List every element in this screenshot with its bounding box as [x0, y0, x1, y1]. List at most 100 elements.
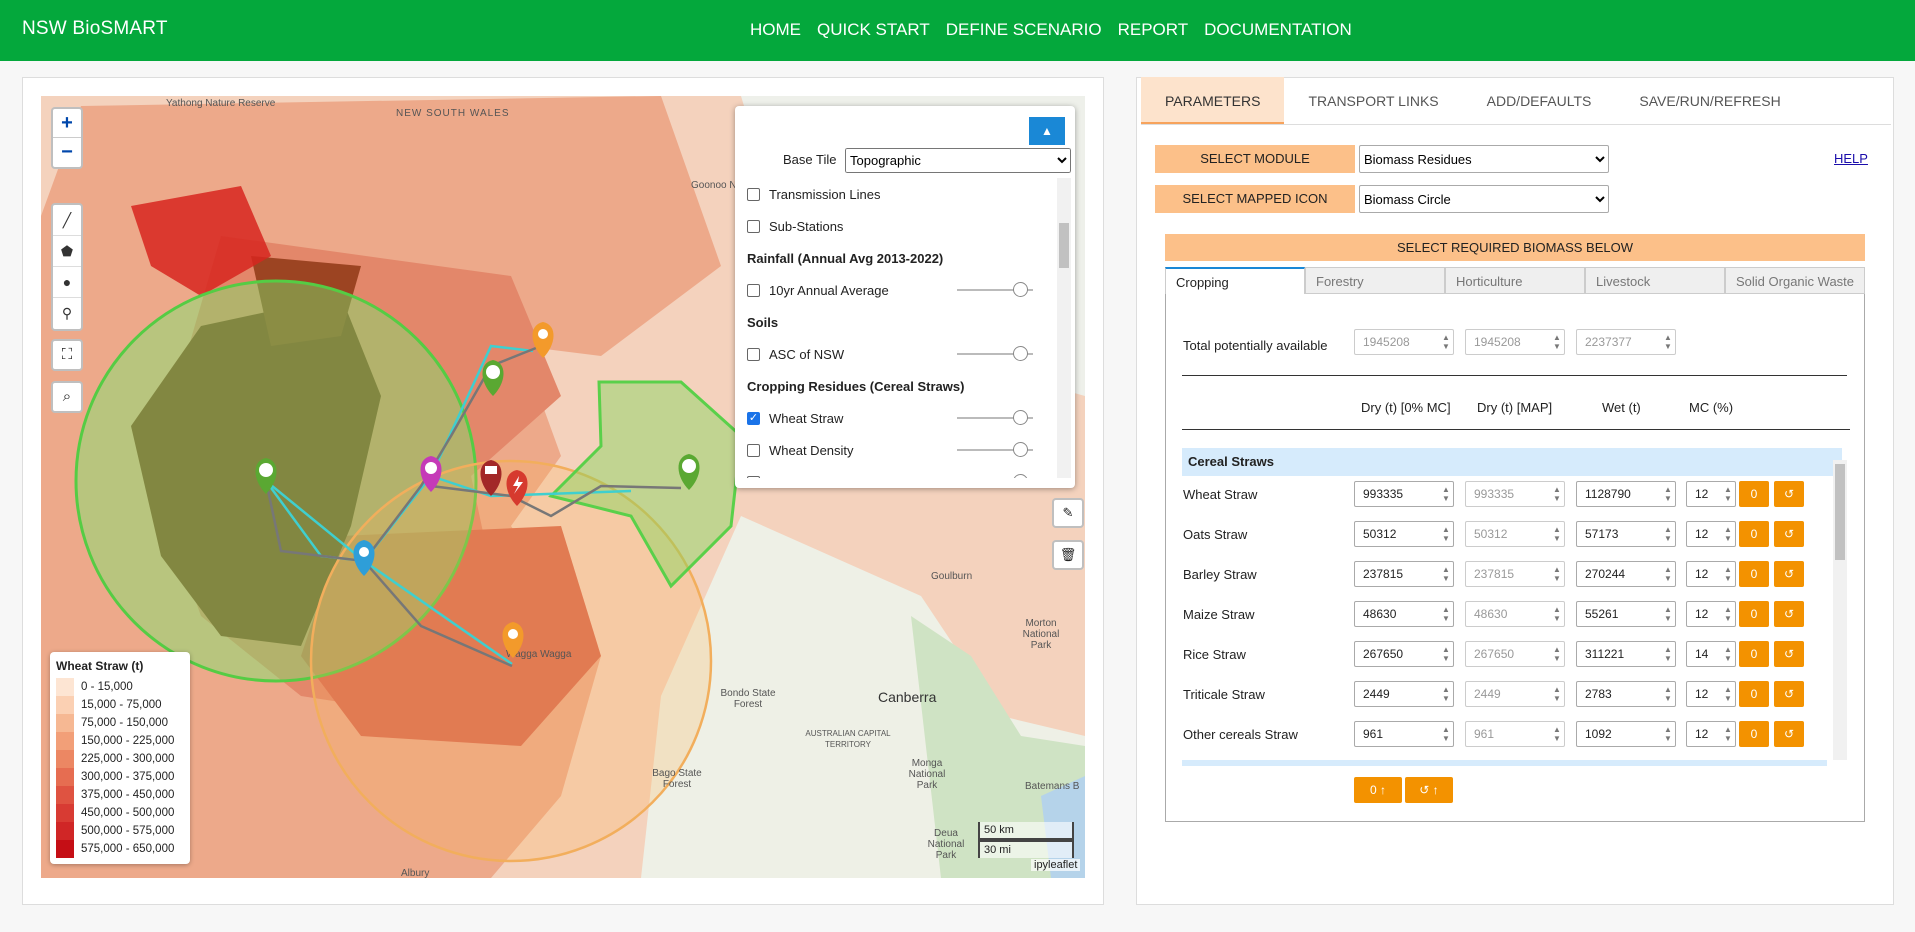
tab-save-run-refresh[interactable]: SAVE/RUN/REFRESH — [1639, 93, 1781, 109]
reset-button[interactable]: ↺ — [1774, 641, 1804, 667]
reset-button[interactable]: ↺ — [1774, 601, 1804, 627]
mc-input[interactable]: 12 ▲ ▼ — [1686, 521, 1736, 547]
layer-checkbox[interactable]: ✓ — [747, 411, 760, 425]
collapse-layers-button[interactable]: ▲ — [1029, 117, 1065, 145]
reset-button[interactable]: ↺ — [1774, 481, 1804, 507]
wet-input[interactable]: 1092 ▲ ▼ — [1576, 721, 1676, 747]
layer-checkbox[interactable] — [747, 187, 760, 201]
dry-map-input[interactable]: 50312 ▲ ▼ — [1465, 521, 1565, 547]
dry-map-input[interactable]: 48630 ▲ ▼ — [1465, 601, 1565, 627]
dry-map-input[interactable]: 2449 ▲ ▼ — [1465, 681, 1565, 707]
layer-checkbox[interactable] — [747, 283, 760, 297]
tab-horticulture[interactable]: Horticulture — [1445, 267, 1585, 294]
app-title: NSW BioSMART — [22, 18, 168, 39]
map-view[interactable]: Yathong Nature Reserve NEW SOUTH WALES G… — [41, 96, 1085, 878]
layer-checkbox[interactable] — [747, 443, 760, 457]
dry-map-input[interactable]: 993335 ▲ ▼ — [1465, 481, 1565, 507]
reset-button[interactable]: ↺ — [1774, 681, 1804, 707]
tab-livestock[interactable]: Livestock — [1585, 267, 1725, 294]
dry-input[interactable]: 48630 ▲ ▼ — [1354, 601, 1454, 627]
header-divider — [1182, 429, 1850, 430]
zoom-in-button[interactable]: + — [53, 109, 81, 138]
mc-input[interactable]: 12 ▲ ▼ — [1686, 601, 1736, 627]
zero-button[interactable]: 0 — [1739, 641, 1769, 667]
mc-input[interactable]: 12 ▲ ▼ — [1686, 681, 1736, 707]
nav-quick-start[interactable]: QUICK START — [817, 20, 930, 39]
nav-documentation[interactable]: DOCUMENTATION — [1204, 20, 1352, 39]
nav-report[interactable]: REPORT — [1117, 20, 1189, 39]
legend-swatch — [56, 696, 74, 714]
total-dry-map-field[interactable]: 1945208 ▲ ▼ — [1465, 329, 1565, 355]
tab-solid-organic-waste[interactable]: Solid Organic Waste — [1725, 267, 1865, 294]
dry-map-input[interactable]: 237815 ▲ ▼ — [1465, 561, 1565, 587]
zero-button[interactable]: 0 — [1739, 601, 1769, 627]
reset-all-button[interactable]: ↺ ↑ — [1405, 777, 1453, 803]
tab-transport-links[interactable]: TRANSPORT LINKS — [1308, 93, 1439, 109]
zero-button[interactable]: 0 — [1739, 681, 1769, 707]
help-link[interactable]: HELP — [1834, 151, 1868, 166]
delete-layers-icon[interactable]: 🗑 — [1052, 540, 1084, 570]
reset-button[interactable]: ↺ — [1774, 521, 1804, 547]
tab-forestry[interactable]: Forestry — [1305, 267, 1445, 294]
search-icon[interactable]: ⌕ — [51, 381, 83, 413]
mc-input[interactable]: 14 ▲ ▼ — [1686, 641, 1736, 667]
nav-define-scenario[interactable]: DEFINE SCENARIO — [945, 20, 1102, 39]
tab-parameters[interactable]: PARAMETERS — [1141, 77, 1285, 125]
select-module-dropdown[interactable]: Biomass Residues — [1359, 145, 1609, 173]
reset-button[interactable]: ↺ — [1774, 721, 1804, 747]
layer-checkbox[interactable] — [747, 219, 760, 233]
dry-input[interactable]: 50312 ▲ ▼ — [1354, 521, 1454, 547]
table-hscroll[interactable] — [1182, 760, 1827, 766]
dry-input[interactable]: 237815 ▲ ▼ — [1354, 561, 1454, 587]
wet-input[interactable]: 55261 ▲ ▼ — [1576, 601, 1676, 627]
row-name: Oats Straw — [1183, 527, 1248, 542]
wet-input[interactable]: 57173 ▲ ▼ — [1576, 521, 1676, 547]
legend-swatch — [56, 750, 74, 768]
tab-add-defaults[interactable]: ADD/DEFAULTS — [1486, 93, 1592, 109]
layer-opacity-slider[interactable] — [957, 410, 1033, 425]
zero-button[interactable]: 0 — [1739, 561, 1769, 587]
zero-button[interactable]: 0 — [1739, 521, 1769, 547]
apply-zero-all-button[interactable]: 0 ↑ — [1354, 777, 1402, 803]
layer-checkbox[interactable] — [747, 347, 760, 361]
layer-opacity-slider[interactable] — [957, 282, 1033, 297]
zoom-out-button[interactable]: − — [61, 141, 73, 163]
dry-input[interactable]: 993335 ▲ ▼ — [1354, 481, 1454, 507]
draw-line-icon[interactable]: ╱ — [53, 205, 81, 236]
layer-list-scrollbar[interactable] — [1057, 178, 1071, 478]
mc-input[interactable]: 12 ▲ ▼ — [1686, 561, 1736, 587]
nav-home[interactable]: HOME — [750, 20, 801, 39]
fullscreen-icon[interactable]: ⛶ — [51, 339, 83, 371]
draw-polygon-icon[interactable]: ⬟ — [53, 236, 81, 267]
zero-button[interactable]: 0 — [1739, 481, 1769, 507]
tab-cropping[interactable]: Cropping — [1165, 267, 1305, 294]
mc-input[interactable]: 12 ▲ ▼ — [1686, 721, 1736, 747]
mc-input[interactable]: 12 ▲ ▼ — [1686, 481, 1736, 507]
table-scrollbar[interactable] — [1833, 460, 1847, 760]
dry-map-input[interactable]: 961 ▲ ▼ — [1465, 721, 1565, 747]
map-attribution[interactable]: ipyleaflet — [1031, 859, 1081, 871]
base-tile-select[interactable]: Topographic — [845, 148, 1071, 173]
select-icon-dropdown[interactable]: Biomass Circle — [1359, 185, 1609, 213]
dry-map-input[interactable]: 267650 ▲ ▼ — [1465, 641, 1565, 667]
dry-input[interactable]: 267650 ▲ ▼ — [1354, 641, 1454, 667]
zero-button[interactable]: 0 — [1739, 721, 1769, 747]
wet-input[interactable]: 311221 ▲ ▼ — [1576, 641, 1676, 667]
wet-input[interactable]: 2783 ▲ ▼ — [1576, 681, 1676, 707]
wet-input[interactable]: 1128790 ▲ ▼ — [1576, 481, 1676, 507]
layer-opacity-slider[interactable] — [957, 346, 1033, 361]
draw-circle-icon[interactable]: ● — [53, 267, 81, 298]
edit-layers-icon[interactable]: ✎ — [1052, 498, 1084, 528]
dry-input[interactable]: 2449 ▲ ▼ — [1354, 681, 1454, 707]
total-dry-field[interactable]: 1945208 ▲ ▼ — [1354, 329, 1454, 355]
draw-marker-icon[interactable]: ⚲ — [61, 305, 73, 321]
wet-input[interactable]: 270244 ▲ ▼ — [1576, 561, 1676, 587]
label-morton: Morton National Park — [1022, 618, 1060, 651]
layer-checkbox[interactable] — [747, 475, 760, 478]
label-yathong: Yathong Nature Reserve — [166, 98, 276, 109]
dry-input[interactable]: 961 ▲ ▼ — [1354, 721, 1454, 747]
total-wet-field[interactable]: 2237377 ▲ ▼ — [1576, 329, 1676, 355]
legend-label: 375,000 - 450,000 — [81, 789, 175, 801]
reset-button[interactable]: ↺ — [1774, 561, 1804, 587]
layer-opacity-slider[interactable] — [957, 442, 1033, 457]
